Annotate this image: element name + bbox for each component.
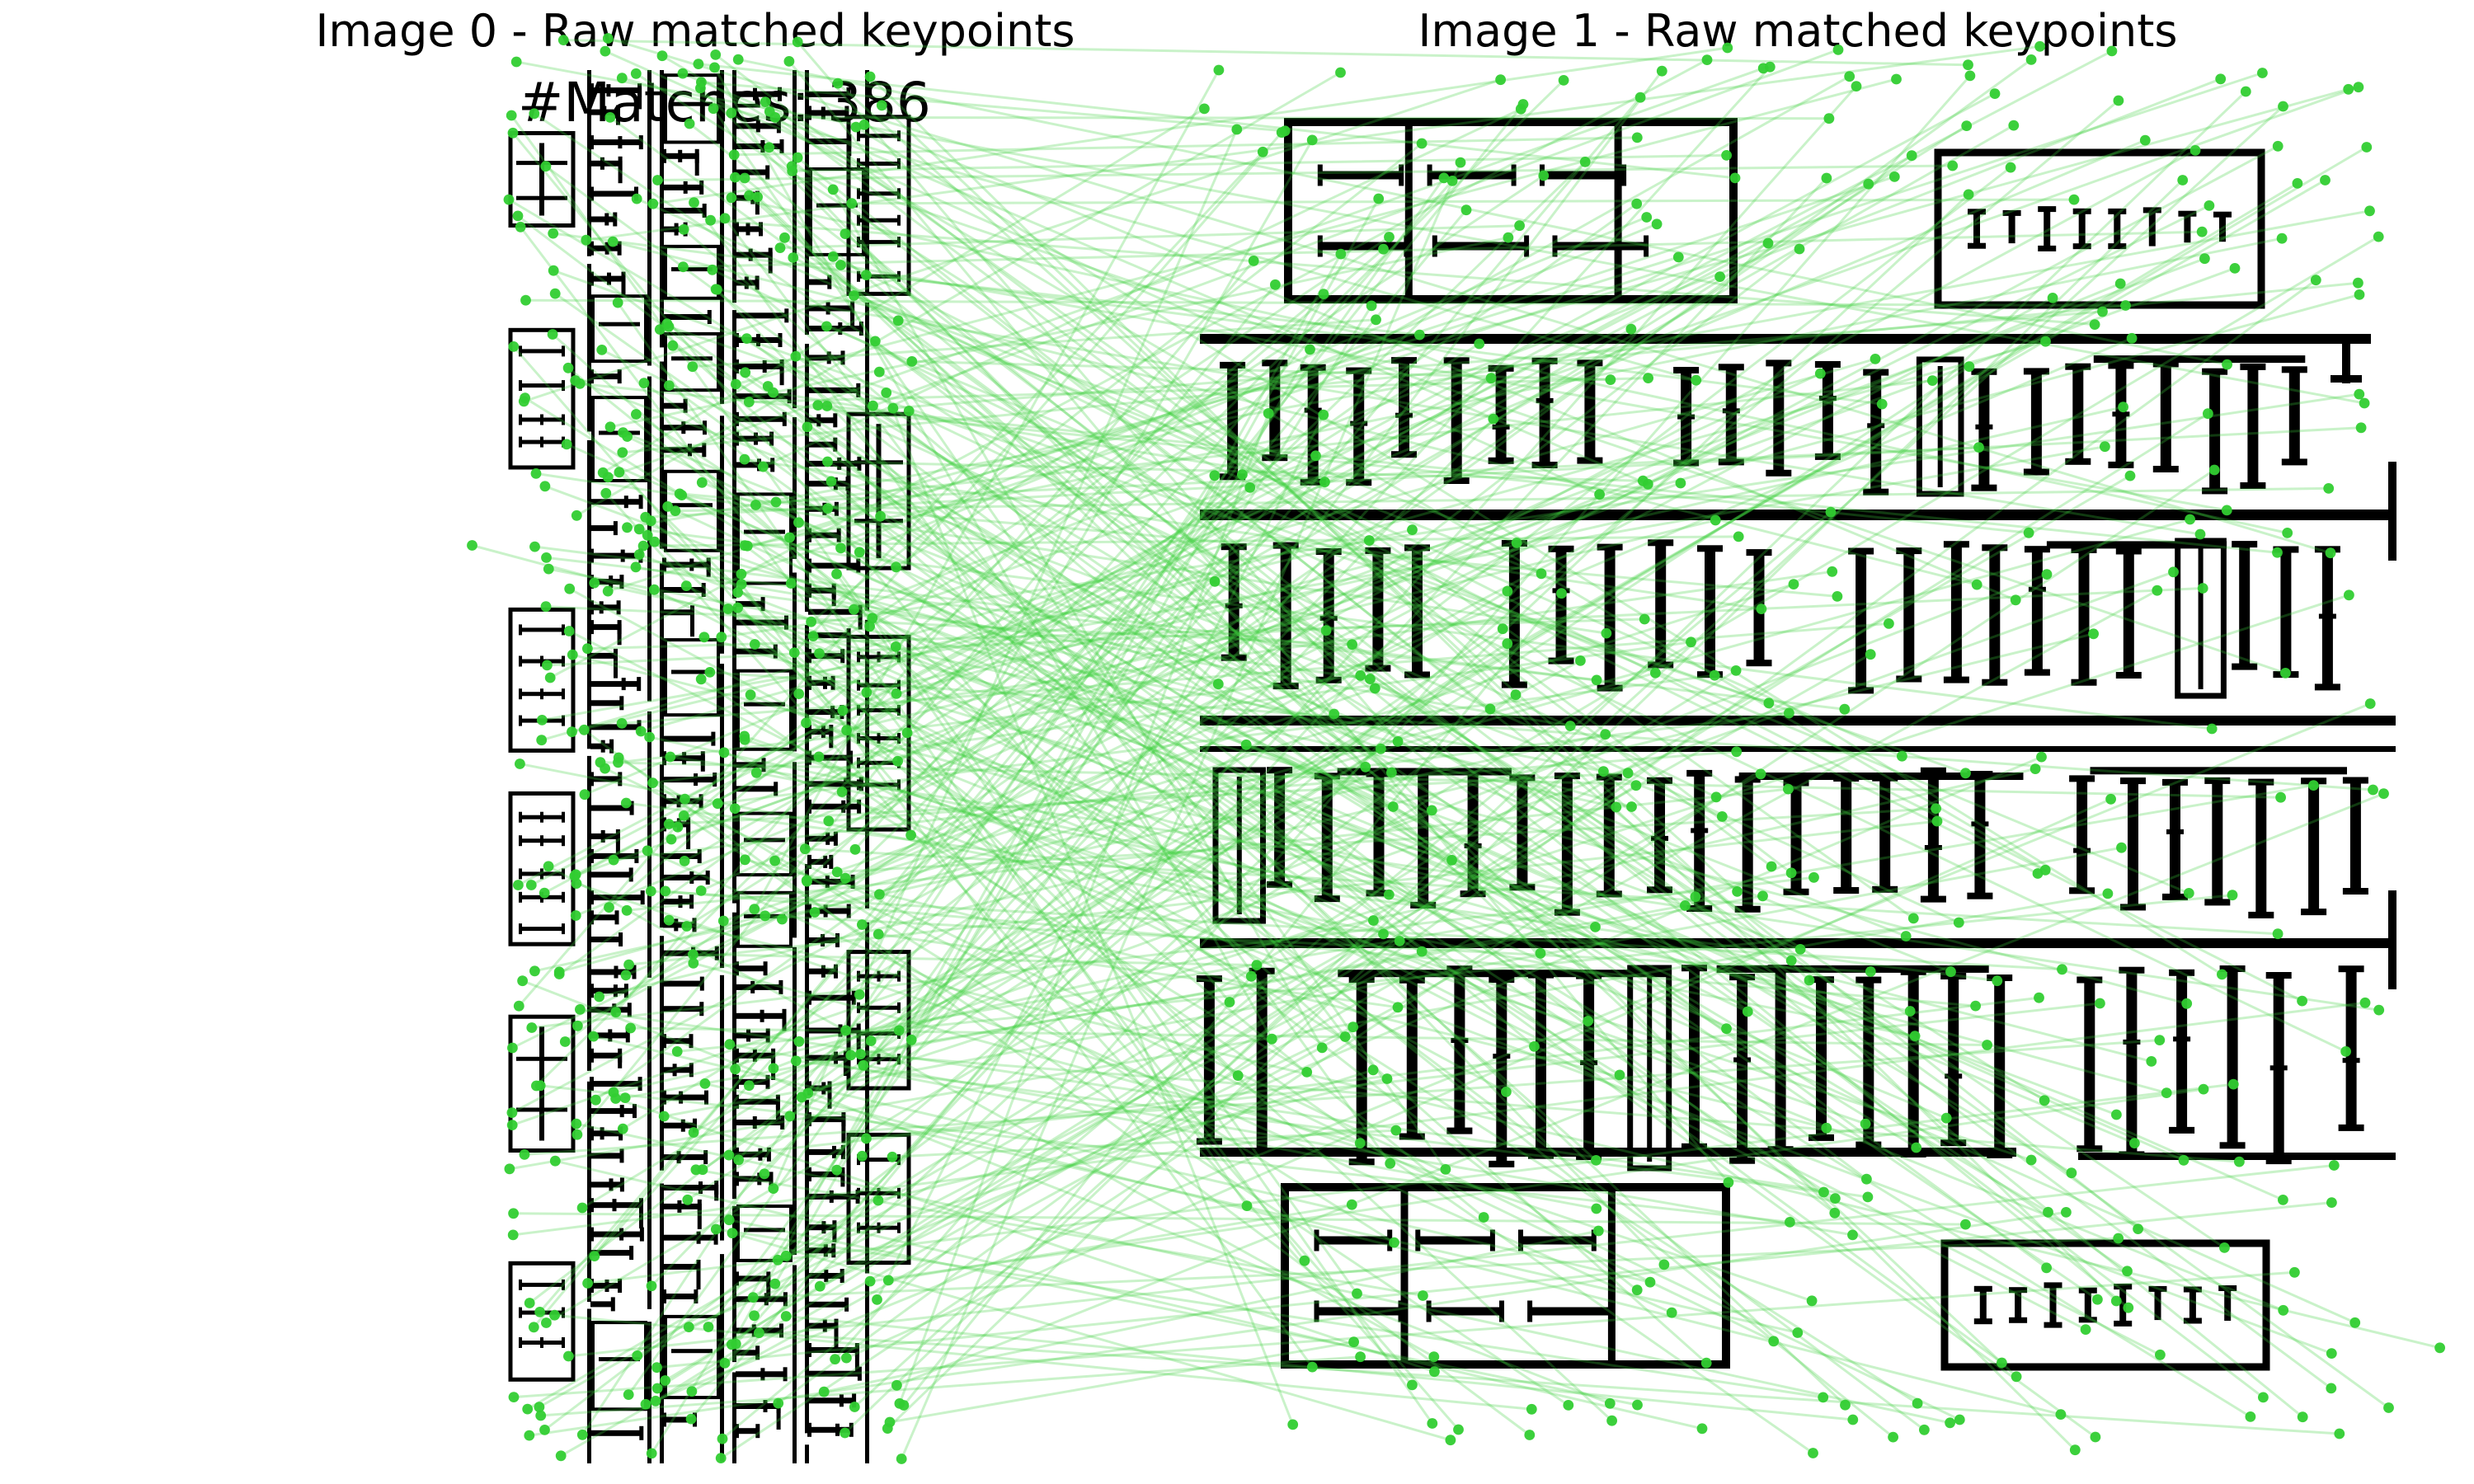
image1-title: Image 1 - Raw matched keypoints [1418,5,2178,57]
image0-title: Image 0 - Raw matched keypoints [315,5,1075,57]
